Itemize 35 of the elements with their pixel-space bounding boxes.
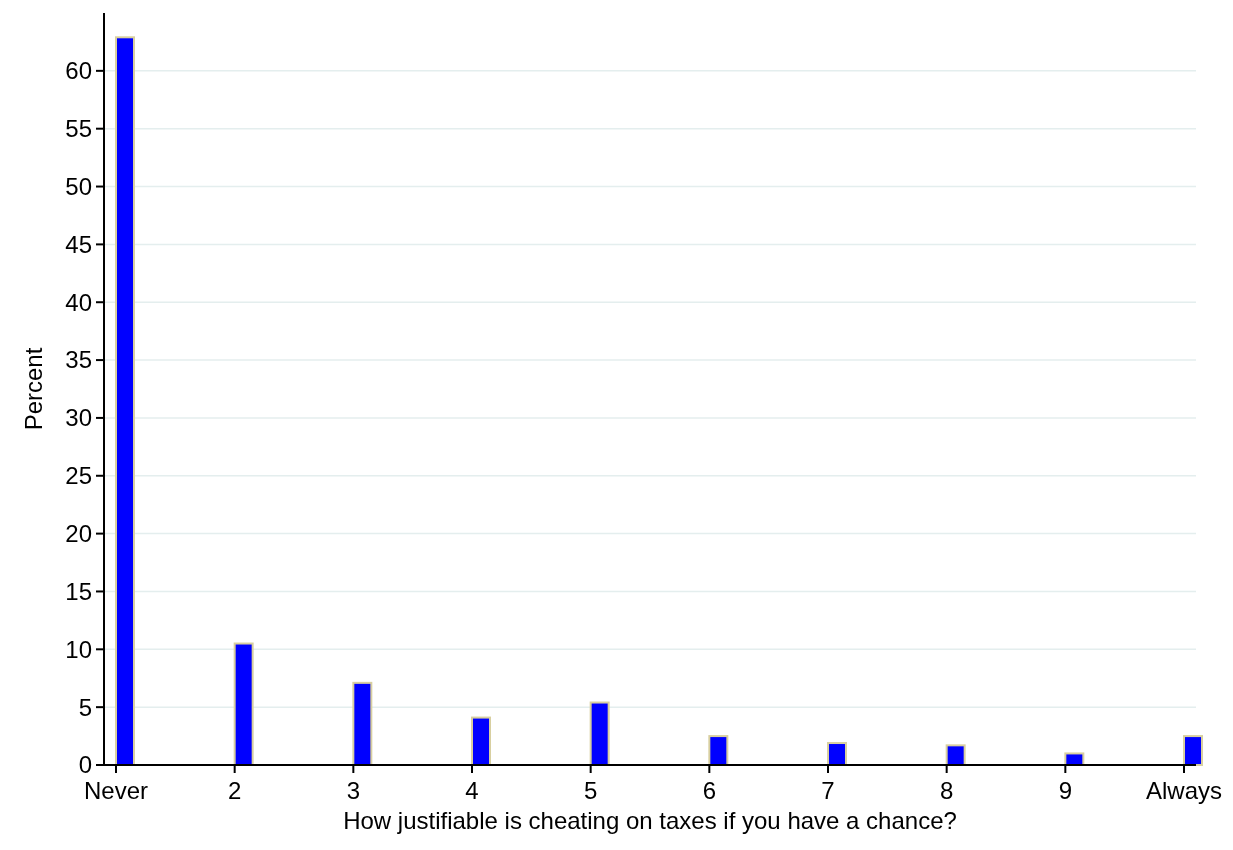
y-tick-label: 5 [78, 693, 92, 721]
bar [589, 701, 610, 766]
x-tick-label: Never [83, 777, 149, 804]
y-tick-label: 30 [65, 404, 92, 432]
y-tick-label: 45 [65, 230, 92, 258]
bar [1064, 752, 1085, 766]
y-tick-label: 60 [65, 57, 92, 85]
x-tick-label: 7 [821, 777, 835, 804]
bar [1183, 735, 1203, 766]
y-tick-label: 0 [78, 751, 92, 779]
x-tick-label: 8 [939, 777, 954, 804]
bar [708, 735, 729, 766]
bar [471, 716, 491, 766]
y-tick-label: 25 [65, 462, 92, 490]
x-tick-label: 5 [583, 777, 598, 804]
y-tick-label: 10 [65, 635, 92, 663]
x-tick-label: 3 [346, 777, 361, 804]
x-axis-title: How justifiable is cheating on taxes if you have a chance? [343, 807, 957, 834]
y-tick-label: 35 [65, 346, 92, 374]
y-tick-label: 40 [65, 288, 92, 316]
x-tick-label: Always [1145, 777, 1223, 804]
bar [233, 642, 254, 766]
y-axis-title: Percent [20, 347, 47, 431]
bar [352, 681, 373, 766]
y-tick-label: 50 [65, 172, 92, 200]
bar [945, 744, 966, 766]
bar [115, 36, 135, 766]
y-tick-label: 20 [65, 520, 92, 548]
x-tick-label: 6 [702, 777, 717, 804]
x-tick-label: 4 [465, 777, 479, 804]
x-tick-label: 2 [227, 777, 242, 804]
bar [827, 742, 847, 766]
x-tick-label: 9 [1058, 777, 1073, 804]
y-tick-label: 15 [65, 577, 92, 605]
y-tick-label: 55 [65, 115, 92, 143]
